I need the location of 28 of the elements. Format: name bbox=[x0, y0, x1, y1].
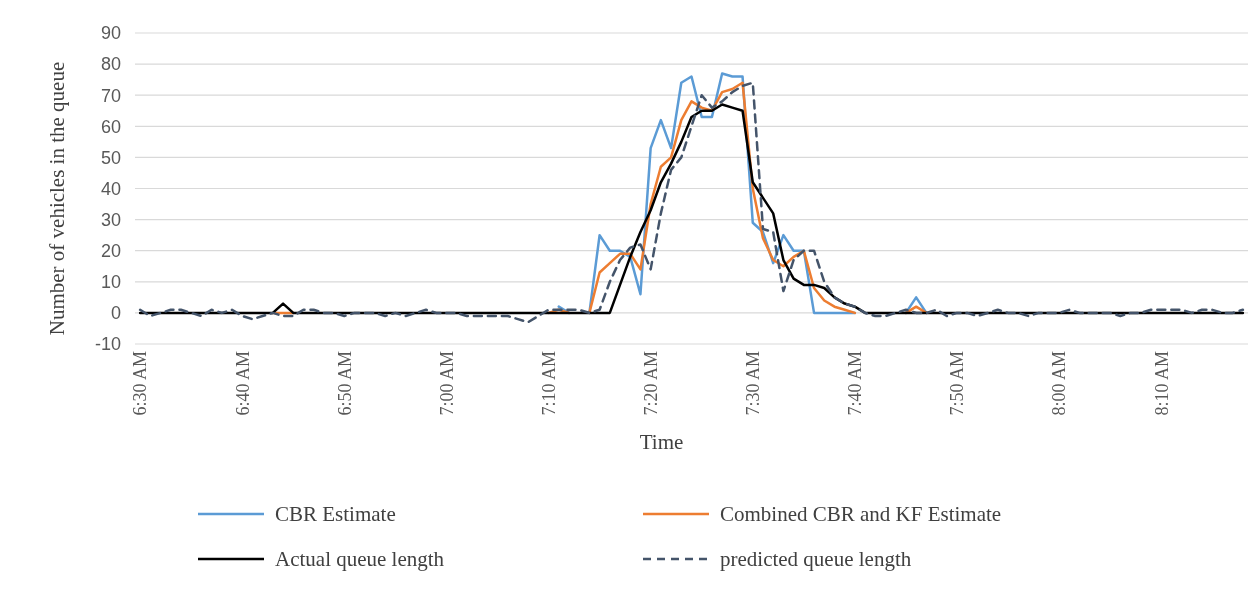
y-tick-label: 40 bbox=[100, 178, 121, 199]
y-tick-label: 80 bbox=[100, 54, 121, 75]
x-tick-label: 7:00 AM bbox=[436, 350, 457, 416]
x-tick-label: 6:30 AM bbox=[130, 350, 151, 416]
y-tick-label: 50 bbox=[100, 147, 121, 168]
legend-label: CBR Estimate bbox=[275, 502, 396, 527]
x-axis-title: Time bbox=[639, 430, 684, 454]
y-tick-label: 10 bbox=[100, 272, 121, 293]
x-tick-label: 7:50 AM bbox=[947, 350, 968, 416]
y-tick-label: 0 bbox=[110, 303, 121, 324]
x-tick-label: 6:40 AM bbox=[232, 350, 253, 416]
y-axis-title: Number of vehicles in the queue bbox=[45, 61, 69, 336]
legend-label: predicted queue length bbox=[720, 547, 912, 572]
x-tick-label: 6:50 AM bbox=[334, 350, 355, 416]
legend-label: Actual queue length bbox=[275, 547, 445, 572]
y-tick-label: 90 bbox=[100, 23, 121, 44]
y-tick-label: -10 bbox=[94, 334, 121, 355]
legend-label: Combined CBR and KF Estimate bbox=[720, 502, 1002, 527]
x-tick-label: 7:20 AM bbox=[640, 350, 661, 416]
x-tick-label: 8:10 AM bbox=[1151, 350, 1172, 416]
x-tick-label: 7:40 AM bbox=[845, 350, 866, 416]
y-tick-label: 70 bbox=[100, 85, 121, 106]
x-tick-label: 8:00 AM bbox=[1049, 350, 1070, 416]
y-tick-label: 20 bbox=[100, 241, 121, 261]
y-tick-label: 60 bbox=[100, 116, 121, 137]
x-tick-label: 7:10 AM bbox=[538, 350, 559, 416]
y-tick-label: 30 bbox=[100, 209, 121, 230]
x-tick-label: 7:30 AM bbox=[743, 350, 764, 416]
